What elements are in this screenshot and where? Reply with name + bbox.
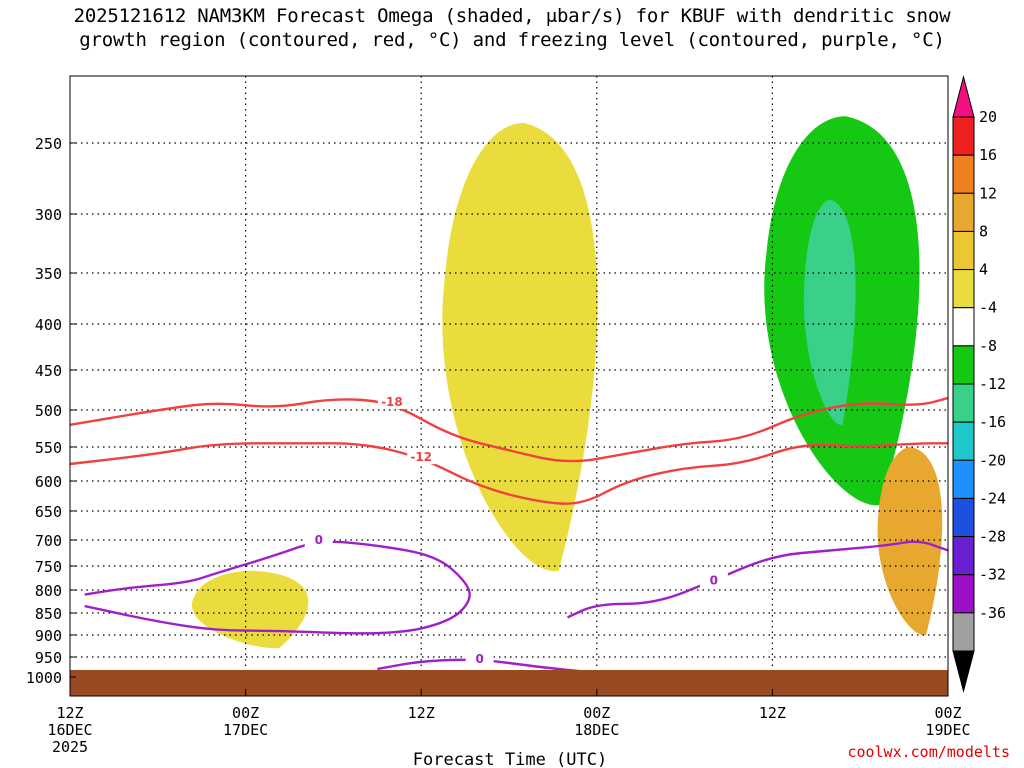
colorbar-label-13: -36: [979, 604, 1006, 622]
chart-title-line-2: growth region (contoured, red, °C) and f…: [79, 29, 945, 51]
colorbar-label-8: -16: [979, 413, 1006, 431]
contour-line-4: [567, 540, 948, 619]
omega-region-2: [442, 122, 598, 572]
y-axis: 250 300 350 400 450 500 550 600 650 700 750 800 850 9…: [26, 135, 76, 687]
colorbar-swatch-11: [952, 536, 975, 576]
x-tick-label-24-0: 12Z: [408, 704, 435, 722]
x-tick-label-48-0: 12Z: [759, 704, 786, 722]
colorbar-label-7: -12: [979, 375, 1006, 393]
contour-label-4: 0: [710, 573, 718, 587]
colorbar-swatch-0: [952, 116, 975, 156]
colorbar-label-12: -32: [979, 566, 1006, 584]
y-tick-label-800: 800: [35, 582, 62, 600]
colorbar-top-arrow: [952, 75, 975, 118]
colorbar-swatch-4: [952, 269, 975, 309]
colorbar-label-5: -4: [979, 299, 997, 317]
colorbar-label-9: -20: [979, 451, 1006, 469]
contour-label-bg-0: [377, 394, 406, 409]
x-tick-label-60-0: 00Z: [934, 704, 961, 722]
contour-line-2: [84, 540, 471, 635]
y-tick-label-350: 350: [35, 265, 62, 283]
y-tick-label-900: 900: [35, 627, 62, 645]
contour-label-0: -18: [381, 395, 403, 409]
x-tick-label-12-1: 17DEC: [223, 721, 268, 739]
colorbar-label-0: 20: [979, 108, 997, 126]
x-tick-label-60-1: 19DEC: [925, 721, 970, 739]
contour-label-bg-3: [465, 651, 494, 666]
colorbar-bottom-arrow: [952, 650, 975, 693]
omega-shading-layer: [191, 116, 943, 649]
contour-label-bg-2: [304, 532, 333, 547]
ground-band: [70, 670, 948, 696]
x-tick-label-36-1: 18DEC: [574, 721, 619, 739]
colorbar-label-2: 12: [979, 184, 997, 202]
x-tick-label-36-0: 00Z: [583, 704, 610, 722]
y-tick-label-650: 650: [35, 503, 62, 521]
contour-label-1: -12: [410, 450, 432, 464]
contour-label-bg-1: [407, 449, 436, 465]
colorbar: 20 16 12 8 4 -4 -8 -12 -16 -20 -24 -28 -32 -36: [952, 75, 1006, 693]
colorbar-swatch-3: [952, 230, 975, 271]
colorbar-label-4: 4: [979, 261, 988, 279]
y-tick-label-600: 600: [35, 473, 62, 491]
y-tick-label-300: 300: [35, 206, 62, 224]
y-tick-label-850: 850: [35, 605, 62, 623]
colorbar-swatch-10: [952, 497, 975, 538]
colorbar-swatch-8: [952, 421, 975, 461]
x-tick-label-0-0: 12Z: [56, 704, 83, 722]
y-tick-label-500: 500: [35, 402, 62, 420]
y-tick-label-750: 750: [35, 558, 62, 576]
colorbar-swatch-13: [952, 612, 975, 652]
omega-region-4: [803, 199, 856, 426]
colorbar-swatch-7: [952, 383, 975, 423]
y-tick-label-700: 700: [35, 532, 62, 550]
colorbar-label-11: -28: [979, 528, 1006, 546]
colorbar-swatch-9: [952, 459, 975, 499]
x-tick-label-0-1: 16DEC: [47, 721, 92, 739]
y-tick-label-450: 450: [35, 362, 62, 380]
y-tick-label-950: 950: [35, 649, 62, 667]
colorbar-swatch-12: [952, 574, 975, 614]
contour-layer: -18 -12 0 0 0: [70, 394, 948, 676]
contour-label-3: 0: [476, 652, 484, 666]
plot-frame: [69, 75, 949, 697]
y-tick-label-550: 550: [35, 439, 62, 457]
colorbar-label-10: -24: [979, 489, 1006, 507]
credit-text: coolwx.com/modelts: [847, 743, 1010, 761]
contour-label-2: 0: [315, 533, 323, 547]
x-tick-label-0-2: 2025: [52, 738, 88, 756]
colorbar-swatch-6: [952, 345, 975, 385]
contour-line-0: [70, 396, 948, 463]
colorbar-swatch-2: [952, 192, 975, 232]
x-axis-title: Forecast Time (UTC): [413, 750, 607, 768]
contour-line-1: [70, 442, 948, 505]
colorbar-swatch-1: [952, 154, 975, 194]
x-tick-label-12-0: 00Z: [232, 704, 259, 722]
y-tick-label-250: 250: [35, 135, 62, 153]
colorbar-swatch-5: [952, 307, 975, 347]
y-tick-label-400: 400: [35, 316, 62, 334]
colorbar-label-1: 16: [979, 146, 997, 164]
chart-title: 2025121612 NAM3KM Forecast Omega (shaded…: [0, 4, 1024, 52]
y-tick-label-1000: 1000: [26, 669, 62, 687]
colorbar-label-3: 8: [979, 222, 988, 240]
colorbar-label-6: -8: [979, 337, 997, 355]
chart-title-line-1: 2025121612 NAM3KM Forecast Omega (shaded…: [73, 5, 951, 27]
contour-label-bg-4: [699, 572, 728, 588]
